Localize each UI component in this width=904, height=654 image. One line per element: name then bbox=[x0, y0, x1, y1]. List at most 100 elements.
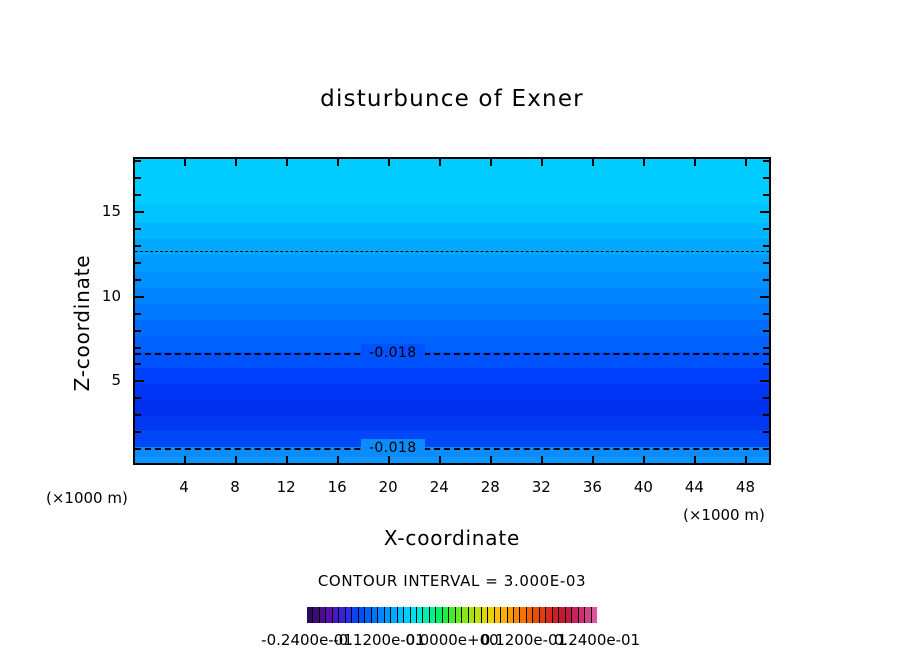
x-tick bbox=[184, 456, 187, 464]
x-tick bbox=[592, 158, 595, 166]
x-tick-label: 40 bbox=[633, 478, 653, 496]
colorbar-swatch bbox=[552, 607, 560, 623]
colorbar-swatch bbox=[468, 607, 476, 623]
x-tick bbox=[745, 456, 748, 464]
color-band bbox=[135, 368, 769, 385]
y-tick-minor bbox=[134, 245, 141, 247]
colorbar-swatch bbox=[578, 607, 586, 623]
y-tick-minor bbox=[134, 312, 141, 315]
x-tick-label: 32 bbox=[531, 478, 551, 496]
contour-line bbox=[135, 352, 769, 355]
x-tick-label: 20 bbox=[378, 478, 398, 496]
x-tick bbox=[541, 456, 544, 464]
colorbar-swatch bbox=[326, 607, 333, 623]
x-tick-label: 24 bbox=[429, 478, 449, 496]
colorbar-swatch bbox=[501, 607, 508, 623]
x-tick bbox=[490, 158, 493, 166]
color-band bbox=[135, 400, 769, 417]
x-tick-label: 28 bbox=[480, 478, 500, 496]
y-tick-minor bbox=[763, 245, 770, 247]
x-tick bbox=[337, 158, 340, 166]
colorbar-swatch bbox=[449, 607, 456, 623]
colorbar-label: -0.1200e-01 bbox=[333, 631, 425, 649]
x-tick bbox=[286, 456, 289, 464]
colorbar-swatch bbox=[391, 607, 398, 623]
y-tick-minor bbox=[134, 228, 141, 231]
colorbar-swatch bbox=[533, 607, 540, 623]
contour-line bbox=[135, 251, 769, 253]
x-tick bbox=[439, 158, 442, 166]
y-tick-major bbox=[134, 211, 144, 214]
y-tick-minor bbox=[134, 448, 141, 451]
colorbar-swatch bbox=[371, 607, 379, 623]
x-tick bbox=[541, 158, 544, 166]
colorbar-swatch bbox=[455, 607, 463, 623]
colorbar-swatch bbox=[339, 607, 346, 623]
color-band bbox=[135, 335, 769, 353]
colorbar-swatch bbox=[442, 607, 450, 623]
x-tick-label: 36 bbox=[582, 478, 602, 496]
y-tick-minor bbox=[134, 363, 141, 366]
colorbar-swatch bbox=[423, 607, 430, 623]
y-tick-minor bbox=[134, 278, 141, 281]
y-tick-minor bbox=[134, 194, 141, 197]
x-axis-units-left: (×1000 m) bbox=[46, 489, 128, 507]
colorbar-swatch bbox=[475, 607, 482, 623]
colorbar-swatch bbox=[481, 607, 489, 623]
y-tick-major bbox=[134, 295, 144, 298]
x-tick-label: 8 bbox=[230, 478, 240, 496]
color-band bbox=[135, 446, 769, 458]
contour-interval-caption: CONTOUR INTERVAL = 3.000E-03 bbox=[317, 572, 587, 590]
y-tick-minor bbox=[134, 177, 141, 180]
colorbar-swatch bbox=[572, 607, 579, 623]
x-tick bbox=[643, 456, 646, 464]
y-tick-minor bbox=[763, 194, 770, 197]
colorbar-label: 0.1200e-01 bbox=[480, 631, 568, 649]
colorbar-swatch bbox=[378, 607, 385, 623]
colorbar-swatch bbox=[397, 607, 405, 623]
contour-plot-area: -0.018 -0.018 bbox=[133, 157, 771, 465]
colorbar-swatch bbox=[494, 607, 502, 623]
y-tick-major bbox=[760, 380, 770, 383]
color-band bbox=[135, 159, 769, 205]
color-band bbox=[135, 429, 769, 448]
y-tick-label: 5 bbox=[111, 371, 121, 390]
colorbar-swatch bbox=[429, 607, 437, 623]
x-tick bbox=[439, 456, 442, 464]
x-tick-label: 48 bbox=[735, 478, 756, 496]
colorbar-swatch bbox=[352, 607, 359, 623]
y-tick-minor bbox=[763, 329, 770, 332]
x-tick bbox=[694, 456, 697, 464]
colorbar-swatch bbox=[404, 607, 411, 623]
y-tick-minor bbox=[134, 397, 141, 400]
y-tick-minor bbox=[763, 278, 770, 281]
color-band bbox=[135, 203, 769, 224]
x-tick-label: 16 bbox=[327, 478, 347, 496]
y-tick-major bbox=[134, 380, 144, 383]
colorbar-swatch bbox=[319, 607, 327, 623]
x-tick bbox=[490, 456, 493, 464]
colorbar-swatch bbox=[345, 607, 353, 623]
colorbar-swatch bbox=[462, 607, 469, 623]
x-axis-units-right: (×1000 m) bbox=[683, 506, 765, 524]
colorbar-swatch bbox=[384, 607, 392, 623]
color-band bbox=[135, 271, 769, 289]
colorbar-swatch bbox=[307, 607, 314, 623]
y-tick-minor bbox=[763, 261, 770, 264]
x-tick bbox=[235, 158, 238, 166]
color-band bbox=[135, 351, 769, 369]
y-tick-major bbox=[760, 295, 770, 298]
color-band bbox=[135, 384, 769, 401]
color-band bbox=[135, 303, 769, 321]
contour-line bbox=[135, 447, 769, 450]
colorbar-label: 0.2400e-01 bbox=[553, 631, 641, 649]
colorbar-swatch bbox=[313, 607, 320, 623]
y-tick-label: 10 bbox=[101, 286, 121, 305]
x-tick bbox=[184, 158, 187, 166]
x-tick bbox=[388, 456, 391, 464]
colorbar-label: -0.2400e-01 bbox=[261, 631, 353, 649]
contour-label: -0.018 bbox=[368, 344, 417, 361]
x-tick bbox=[643, 158, 646, 166]
x-tick bbox=[235, 456, 238, 464]
